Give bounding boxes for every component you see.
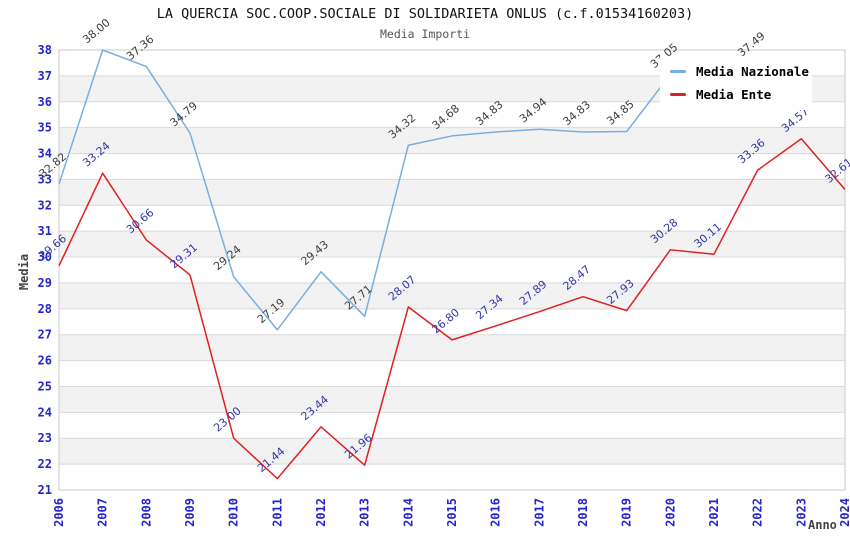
x-tick-label: 2009 <box>183 498 197 527</box>
legend-label: Media Nazionale <box>696 64 809 79</box>
x-tick-label: 2007 <box>96 498 110 527</box>
x-tick-label: 2013 <box>358 498 372 527</box>
x-tick-label: 2006 <box>52 498 66 527</box>
x-tick-label: 2010 <box>227 498 241 527</box>
x-tick-label: 2021 <box>707 498 721 527</box>
y-tick-label: 35 <box>38 121 52 135</box>
x-tick-label: 2022 <box>751 498 765 527</box>
y-tick-label: 32 <box>38 198 52 212</box>
x-tick-label: 2015 <box>445 498 459 527</box>
y-tick-label: 25 <box>38 379 52 393</box>
y-tick-label: 36 <box>38 95 52 109</box>
y-tick-label: 38 <box>38 43 52 57</box>
x-tick-label: 2018 <box>576 498 590 527</box>
plot-border <box>58 49 846 491</box>
y-tick-label: 24 <box>38 405 52 419</box>
y-tick-label: 31 <box>38 224 52 238</box>
legend-swatch-icon <box>670 93 686 96</box>
legend-swatch-icon <box>670 70 686 73</box>
y-tick-label: 21 <box>38 483 52 497</box>
x-tick-label: 2017 <box>532 498 546 527</box>
x-tick-label: 2014 <box>401 498 415 527</box>
chart-title: LA QUERCIA SOC.COOP.SOCIALE DI SOLIDARIE… <box>156 6 694 22</box>
y-tick-label: 27 <box>38 328 52 342</box>
y-tick-label: 28 <box>38 302 52 316</box>
data-label: 26.80 <box>430 306 462 336</box>
x-tick-label: 2019 <box>620 498 634 527</box>
series-line-media-nazionale <box>58 49 758 331</box>
data-label: 34.83 <box>561 98 593 128</box>
plot-band <box>59 438 845 465</box>
plot-band <box>59 282 845 309</box>
x-axis-title: Anno <box>808 518 837 532</box>
x-tick-label: 2020 <box>663 498 677 527</box>
data-label: 34.83 <box>473 98 505 128</box>
legend-item-media-nazionale: Media Nazionale <box>670 64 809 79</box>
x-tick-label: 2008 <box>139 498 153 527</box>
x-tick-label: 2023 <box>794 498 808 527</box>
y-tick-label: 22 <box>38 457 52 471</box>
y-tick-label: 33 <box>38 172 52 186</box>
y-axis-title: Media <box>17 254 31 290</box>
legend: Media Nazionale Media Ente <box>660 56 812 110</box>
x-tick-label: 2016 <box>489 498 503 527</box>
chart-subtitle: Media Importi <box>379 27 470 41</box>
y-tick-label: 34 <box>38 147 52 161</box>
y-tick-label: 37 <box>38 69 52 83</box>
plot-band <box>59 179 845 206</box>
x-tick-label: 2011 <box>270 498 284 527</box>
legend-item-media-ente: Media Ente <box>670 87 806 102</box>
legend-label: Media Ente <box>696 87 772 102</box>
series-line-media-ente <box>58 138 846 480</box>
y-tick-label: 26 <box>38 354 52 368</box>
y-tick-label: 30 <box>38 250 52 264</box>
x-tick-label: 2024 <box>838 498 850 527</box>
plot-band <box>59 386 845 413</box>
y-tick-label: 23 <box>38 431 52 445</box>
data-label: 32.61 <box>823 156 850 186</box>
plot-band <box>59 127 845 154</box>
y-tick-label: 29 <box>38 276 52 290</box>
x-tick-label: 2012 <box>314 498 328 527</box>
plot-band <box>59 334 845 361</box>
